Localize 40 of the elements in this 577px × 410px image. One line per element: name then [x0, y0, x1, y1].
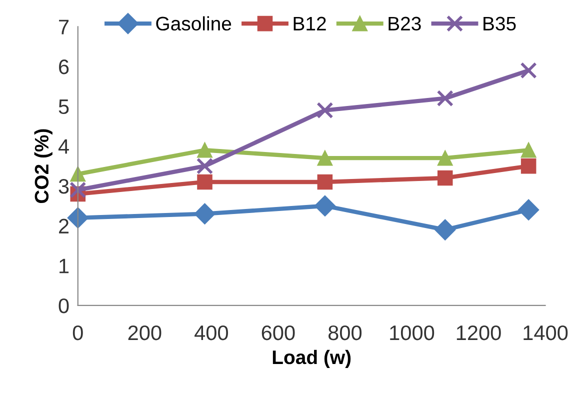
x-tick-label: 800: [328, 325, 362, 340]
y-tick-label: 4: [58, 139, 69, 154]
legend-label: B35: [484, 16, 516, 31]
point: [314, 195, 336, 216]
y-tick-label: 1: [60, 258, 69, 274]
x-tick-label: 1200: [456, 325, 501, 340]
point: [196, 158, 214, 174]
point: [70, 182, 86, 198]
point: [194, 203, 216, 224]
point: [436, 90, 454, 107]
point: [316, 102, 334, 119]
point: [434, 219, 456, 240]
x-axis-title: Load (w): [272, 350, 351, 368]
y-tick-label: 7: [59, 20, 69, 34]
legend-label: Gasoline: [156, 16, 232, 31]
point: [197, 142, 212, 158]
point: [520, 62, 537, 79]
x-tick-label: 1000: [390, 325, 434, 340]
y-tick-label: 6: [59, 59, 69, 74]
legend-label: B23: [388, 16, 421, 31]
y-tick-label: 5: [58, 100, 69, 114]
point: [520, 158, 536, 174]
point: [197, 174, 212, 190]
x-tick-label: 600: [262, 325, 295, 340]
point: [67, 207, 88, 228]
point: [317, 150, 333, 166]
x-tick-label: 200: [128, 325, 162, 340]
point: [437, 150, 453, 166]
x-tick-label: 1400: [524, 325, 568, 340]
legend-label: B12: [294, 16, 326, 30]
point: [520, 142, 536, 158]
point: [518, 199, 540, 220]
x-tick-label: 0: [72, 325, 83, 340]
y-tick-label: 2: [59, 218, 69, 234]
point: [437, 170, 453, 186]
y-tick-label: 0: [58, 298, 69, 314]
x-tick-label: 400: [194, 325, 228, 340]
y-axis-title: CO2 (%): [34, 129, 52, 204]
y-tick-label: 3: [58, 178, 69, 194]
point: [317, 174, 333, 190]
